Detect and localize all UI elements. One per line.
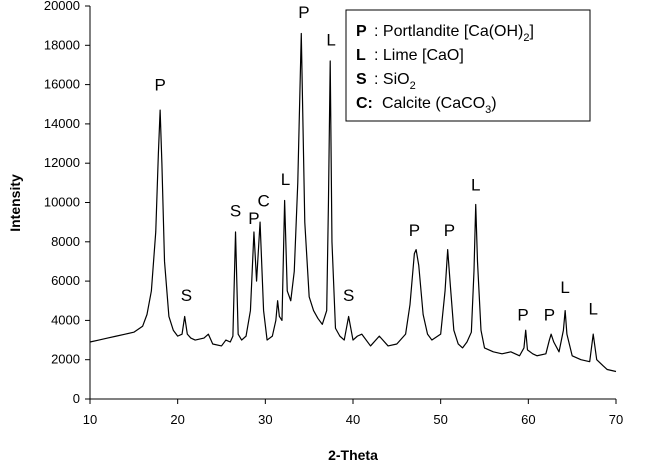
y-tick-label: 18000	[44, 37, 80, 52]
y-tick-label: 8000	[51, 234, 80, 249]
y-axis-title: Intensity	[7, 174, 23, 232]
legend-label: : Lime [CaO]	[374, 47, 464, 64]
legend-label-end: )	[491, 95, 496, 112]
x-tick-label: 30	[258, 412, 272, 427]
peak-label: P	[544, 305, 555, 324]
legend-text: : SiO2	[374, 71, 416, 92]
peak-label: S	[181, 286, 192, 305]
legend-label: : Portlandite [Ca(OH)	[374, 23, 523, 40]
x-tick-label: 60	[521, 412, 535, 427]
y-tick-label: 12000	[44, 155, 80, 170]
legend-text: Calcite (CaCO3)	[382, 95, 497, 116]
peak-label: P	[154, 75, 165, 94]
legend-key: C:	[356, 95, 373, 112]
peak-label: L	[560, 278, 569, 297]
peak-label: P	[409, 221, 420, 240]
x-tick-label: 40	[346, 412, 360, 427]
peak-label: P	[298, 3, 309, 22]
peak-label: C	[257, 191, 269, 210]
legend-text: : Portlandite [Ca(OH)2]	[374, 23, 534, 44]
legend-subscript: 3	[485, 104, 491, 116]
peak-label: L	[471, 176, 480, 195]
xrd-line	[89, 32, 617, 373]
y-tick-label: 2000	[51, 352, 80, 367]
legend-subscript: 2	[523, 32, 529, 44]
x-tick-label: 10	[83, 412, 97, 427]
peak-label: P	[248, 209, 259, 228]
legend-label-end: ]	[530, 23, 534, 40]
y-tick-label: 10000	[44, 195, 80, 210]
legend-key: P	[356, 23, 367, 40]
legend-text: : Lime [CaO]	[374, 47, 464, 64]
y-tick-label: 0	[73, 391, 80, 406]
peak-label: S	[230, 201, 241, 220]
peak-label: L	[588, 300, 597, 319]
legend-label: : SiO	[374, 71, 410, 88]
peak-label: P	[517, 305, 528, 324]
legend-key: S	[356, 71, 367, 88]
x-tick-label: 50	[433, 412, 447, 427]
peak-label: P	[444, 221, 455, 240]
y-tick-label: 16000	[44, 77, 80, 92]
y-tick-label: 4000	[51, 312, 80, 327]
x-tick-label: 70	[609, 412, 623, 427]
y-tick-label: 20000	[44, 0, 80, 13]
legend-box	[345, 9, 591, 122]
legend-label: Calcite (CaCO	[382, 95, 485, 112]
x-tick-label: 20	[170, 412, 184, 427]
y-tick-label: 14000	[44, 116, 80, 131]
y-tick-label: 6000	[51, 273, 80, 288]
peak-label: S	[343, 286, 354, 305]
legend-key: L	[356, 47, 366, 64]
peak-label: L	[326, 30, 335, 49]
x-axis-title: 2-Theta	[328, 447, 378, 463]
peak-label: L	[281, 170, 290, 189]
legend-subscript: 2	[410, 80, 416, 92]
